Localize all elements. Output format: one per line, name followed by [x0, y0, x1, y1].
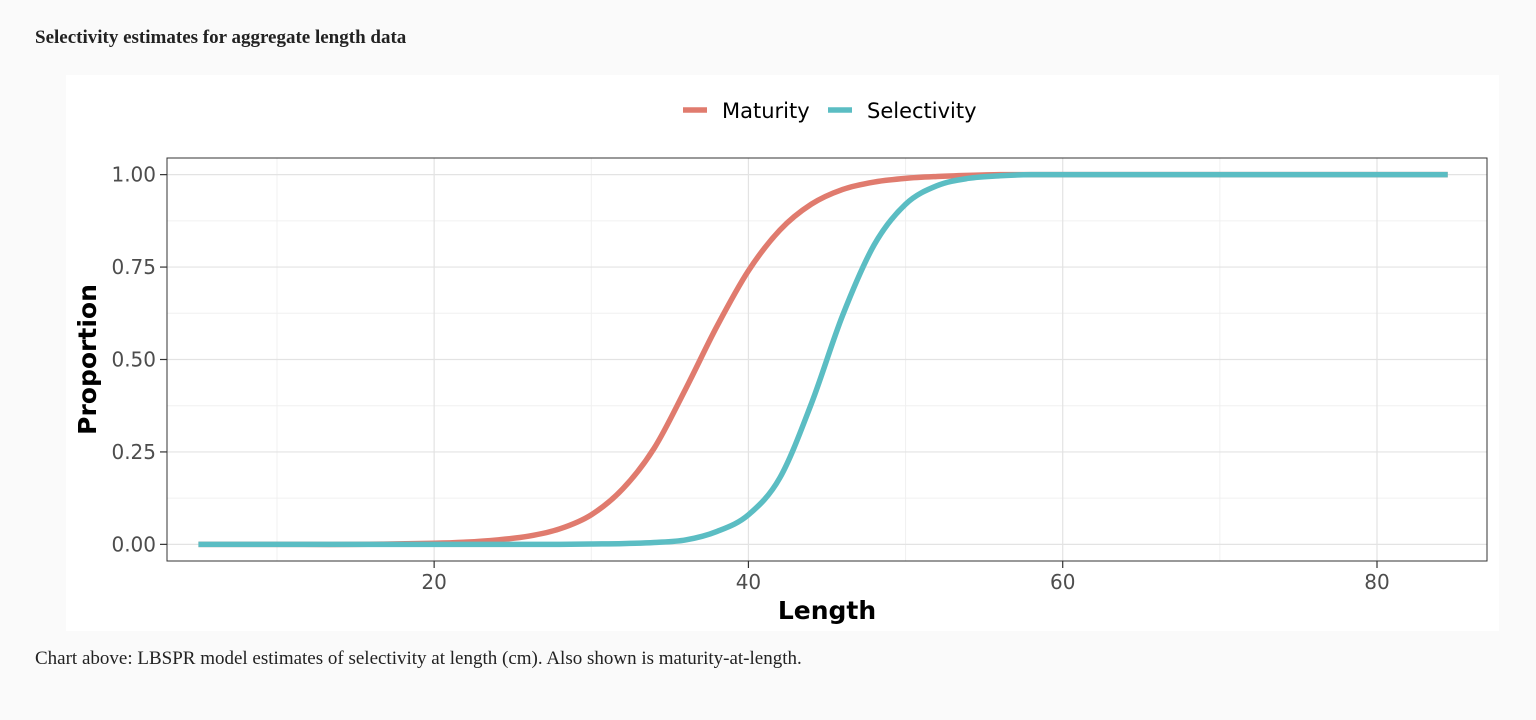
y-tick-label: 0.50 [111, 348, 156, 372]
selectivity-chart: 0.00 0.25 0.50 0.75 1.00 20 40 60 80 Maturity Sel… [73, 99, 1488, 625]
x-axis-title: Length [778, 596, 876, 625]
x-tick-label: 20 [421, 570, 446, 594]
legend-label-maturity: Maturity [722, 99, 810, 123]
page-heading: Selectivity estimates for aggregate leng… [35, 27, 407, 48]
y-tick-label: 1.00 [111, 163, 156, 187]
y-axis-title: Proportion [73, 284, 102, 435]
y-tick-label: 0.25 [111, 440, 156, 464]
y-tick-label: 0.75 [111, 255, 156, 279]
legend-label-selectivity: Selectivity [867, 99, 977, 123]
x-tick-label: 80 [1364, 570, 1389, 594]
chart-container: 0.00 0.25 0.50 0.75 1.00 20 40 60 80 Maturity Sel… [66, 75, 1499, 631]
chart-caption: Chart above: LBSPR model estimates of se… [35, 648, 802, 669]
y-tick-label: 0.00 [111, 532, 156, 556]
series-line-selectivity [198, 171, 1448, 548]
x-tick-label: 40 [736, 570, 761, 594]
x-tick-label: 60 [1050, 570, 1075, 594]
